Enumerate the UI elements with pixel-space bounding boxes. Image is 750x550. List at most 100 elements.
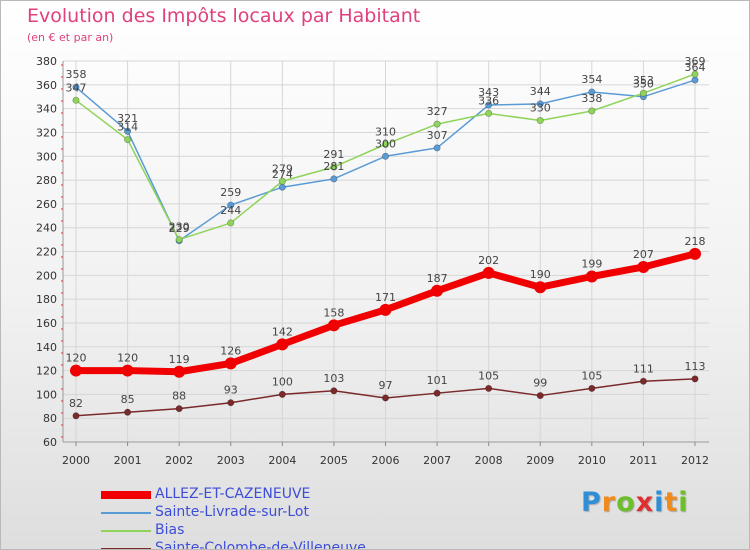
data-label: 353 [633,74,654,87]
data-label: 354 [581,73,602,86]
data-label: 321 [117,112,138,125]
data-label: 327 [427,105,448,118]
data-point [72,412,80,420]
data-label: 307 [427,129,448,142]
data-label: 344 [530,85,551,98]
y-tick-label: 340 [36,103,57,116]
proxiti-logo: Proxiti [581,487,689,518]
data-point [330,387,338,395]
y-tick-label: 220 [36,246,57,259]
data-label: 336 [478,94,499,107]
data-label: 105 [581,369,602,382]
data-point [278,183,286,191]
data-label: 314 [117,121,138,134]
data-label: 350 [633,78,654,91]
legend-label: Sainte-Livrade-sur-Lot [155,504,309,520]
logo-letter: x [635,487,655,518]
data-point [72,96,80,104]
data-label: 199 [581,258,602,271]
x-tick-label: 2005 [320,454,348,467]
data-point [224,357,237,370]
data-label: 119 [169,353,190,366]
data-point [482,266,495,279]
data-point [433,120,441,128]
x-tick-label: 2003 [217,454,245,467]
data-point [639,89,647,97]
y-tick-label: 300 [36,150,57,163]
data-label: 279 [272,162,293,175]
data-point [485,101,493,109]
data-label: 120 [117,352,138,365]
data-label: 244 [220,204,241,217]
data-label: 158 [323,306,344,319]
data-label: 99 [533,377,547,390]
data-point [485,384,493,392]
x-tick-label: 2007 [423,454,451,467]
x-tick-label: 2008 [475,454,503,467]
chart-title: Evolution des Impôts locaux par Habitant [27,5,421,27]
data-point [381,394,389,402]
data-label: 330 [530,102,551,115]
data-point [536,117,544,125]
data-point [588,384,596,392]
data-label: 369 [685,55,706,68]
data-label: 97 [379,379,393,392]
y-tick-label: 80 [43,412,57,425]
data-label: 207 [633,248,654,261]
data-label: 218 [685,235,706,248]
data-point [227,399,235,407]
logo-letter: o [616,487,636,518]
x-tick-label: 2012 [681,454,709,467]
x-tick-label: 2004 [268,454,296,467]
data-point [327,319,340,332]
y-tick-label: 360 [36,79,57,92]
data-point [485,109,493,117]
data-point [124,408,132,416]
data-label: 126 [220,344,241,357]
data-label: 103 [323,372,344,385]
data-label: 364 [685,61,706,74]
legend-swatch [101,512,151,514]
data-point [278,390,286,398]
data-label: 101 [427,374,448,387]
x-tick-label: 2000 [62,454,90,467]
data-point [379,303,392,316]
y-tick-label: 260 [36,198,57,211]
data-point [691,70,699,78]
data-point [70,364,82,377]
data-label: 259 [220,186,241,199]
data-label: 111 [633,362,654,375]
data-label: 187 [427,272,448,285]
y-tick-label: 100 [36,388,57,401]
data-point [121,364,134,377]
data-label: 82 [69,397,83,410]
data-labels: 120 120 119 126 142 158 171 187 202 190 199 207 218 3… [66,55,706,410]
data-label: 100 [272,375,293,388]
data-point [691,375,699,383]
data-point [173,365,186,378]
logo-letter: i [678,487,689,518]
data-point [276,338,289,351]
data-label: 202 [478,254,499,267]
data-point [588,88,596,96]
data-point [330,163,338,171]
data-point [433,389,441,397]
data-label: 274 [272,168,293,181]
legend-label: Bias [155,522,185,538]
y-tick-label: 320 [36,126,57,139]
legend-swatch [101,530,151,532]
y-tick-label: 200 [36,269,57,282]
logo-letter: P [581,487,602,518]
data-label: 230 [169,221,190,234]
legend-label: Sainte-Colombe-de-Villeneuve [155,540,366,550]
data-point [72,83,80,91]
logo-letter: t [664,487,679,518]
data-label: 171 [375,291,396,304]
data-point [381,152,389,160]
data-point [227,201,235,209]
data-point [175,405,183,413]
y-tick-label: 280 [36,174,57,187]
data-point [536,100,544,108]
data-point [124,127,132,135]
x-tick-label: 2011 [629,454,657,467]
